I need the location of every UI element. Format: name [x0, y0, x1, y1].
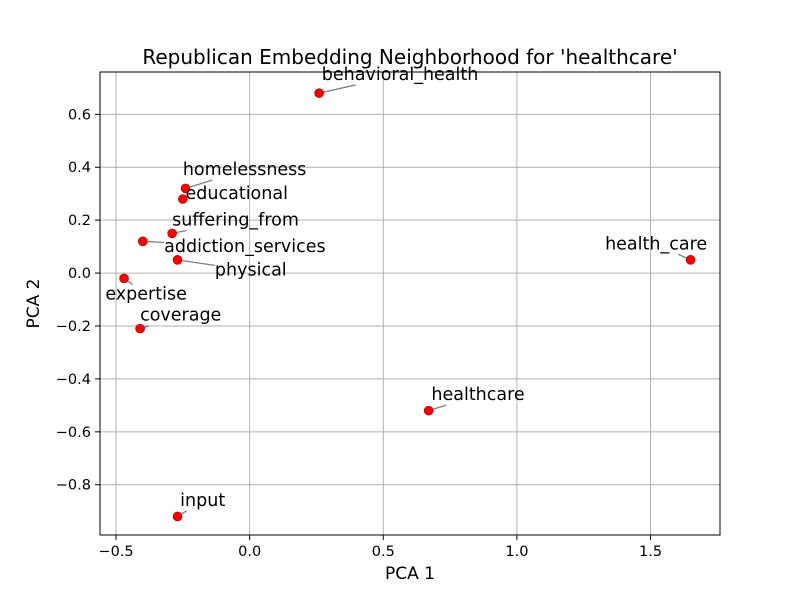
leader-line: [318, 84, 356, 94]
y-tick-label: 0.0: [68, 266, 91, 282]
y-tick-label: −0.2: [56, 319, 91, 335]
data-point: [180, 183, 191, 194]
x-tick-label: 0.5: [372, 544, 395, 560]
x-axis-label: PCA 1: [385, 564, 435, 584]
y-axis-label: PCA 2: [24, 279, 44, 329]
data-point: [172, 511, 183, 522]
y-axis-ticks: −0.8 −0.6 −0.4 −0.2 0.0 0.2 0.4 0.6: [56, 107, 100, 494]
point-label: input: [180, 491, 225, 511]
y-tick-label: 0.6: [68, 107, 91, 123]
data-point: [314, 88, 324, 98]
plot-area-frame: [99, 71, 721, 536]
data-point: [137, 236, 148, 247]
y-tick-label: 0.4: [68, 160, 91, 176]
x-tick-label: 0.0: [238, 544, 261, 560]
data-point: [135, 323, 145, 334]
data-points: [119, 88, 696, 522]
point-label: expertise: [105, 285, 186, 305]
point-labels: behavioral_health homelessness educational…: [105, 65, 707, 511]
y-tick-label: 0.2: [68, 213, 91, 229]
point-label: addiction_services: [164, 237, 326, 257]
x-tick-label: 1.0: [505, 544, 528, 560]
data-point: [423, 405, 434, 416]
point-label: coverage: [140, 306, 221, 326]
data-point: [178, 194, 188, 204]
data-point: [119, 273, 129, 284]
point-label: educational: [186, 184, 288, 204]
x-tick-label: 1.5: [639, 544, 662, 560]
y-tick-label: −0.4: [56, 372, 91, 388]
point-label: behavioral_health: [322, 65, 479, 85]
y-tick-label: −0.6: [56, 425, 91, 441]
x-tick-label: −0.5: [98, 544, 133, 560]
point-label: healthcare: [431, 385, 524, 405]
data-point: [167, 228, 177, 239]
point-label: homelessness: [183, 160, 307, 180]
data-point: [172, 255, 183, 265]
grid-lines: [100, 72, 720, 535]
y-tick-label: −0.8: [56, 478, 91, 494]
data-point: [685, 255, 696, 265]
point-label: suffering_from: [172, 210, 299, 230]
point-label: health_care: [605, 234, 707, 254]
leader-line: [177, 259, 216, 267]
chart-title: Republican Embedding Neighborhood for 'h…: [142, 45, 677, 69]
x-axis-ticks: −0.5 0.0 0.5 1.0 1.5: [98, 535, 662, 560]
point-label: physical: [215, 261, 287, 281]
